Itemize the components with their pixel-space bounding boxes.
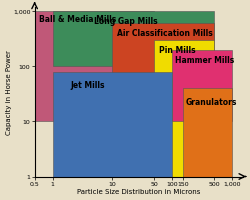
X-axis label: Particle Size Distribution in Microns: Particle Size Distribution in Microns xyxy=(77,189,200,194)
Text: Jet Mills: Jet Mills xyxy=(70,81,105,90)
Text: Hammer Mills: Hammer Mills xyxy=(174,56,233,65)
Bar xyxy=(112,24,213,96)
Text: Pin Mills: Pin Mills xyxy=(158,46,195,55)
Text: Air Classification Mills: Air Classification Mills xyxy=(117,28,212,37)
Bar xyxy=(154,41,213,177)
Bar xyxy=(52,72,172,177)
Y-axis label: Capacity in Horse Power: Capacity in Horse Power xyxy=(6,50,12,134)
Bar xyxy=(52,12,213,67)
Bar xyxy=(34,12,154,122)
Bar xyxy=(172,50,231,122)
Text: Ball & Media Mills: Ball & Media Mills xyxy=(39,14,116,23)
Text: Long Gap Mills: Long Gap Mills xyxy=(94,17,158,26)
Bar xyxy=(182,89,231,177)
Text: Granulators: Granulators xyxy=(184,97,236,106)
